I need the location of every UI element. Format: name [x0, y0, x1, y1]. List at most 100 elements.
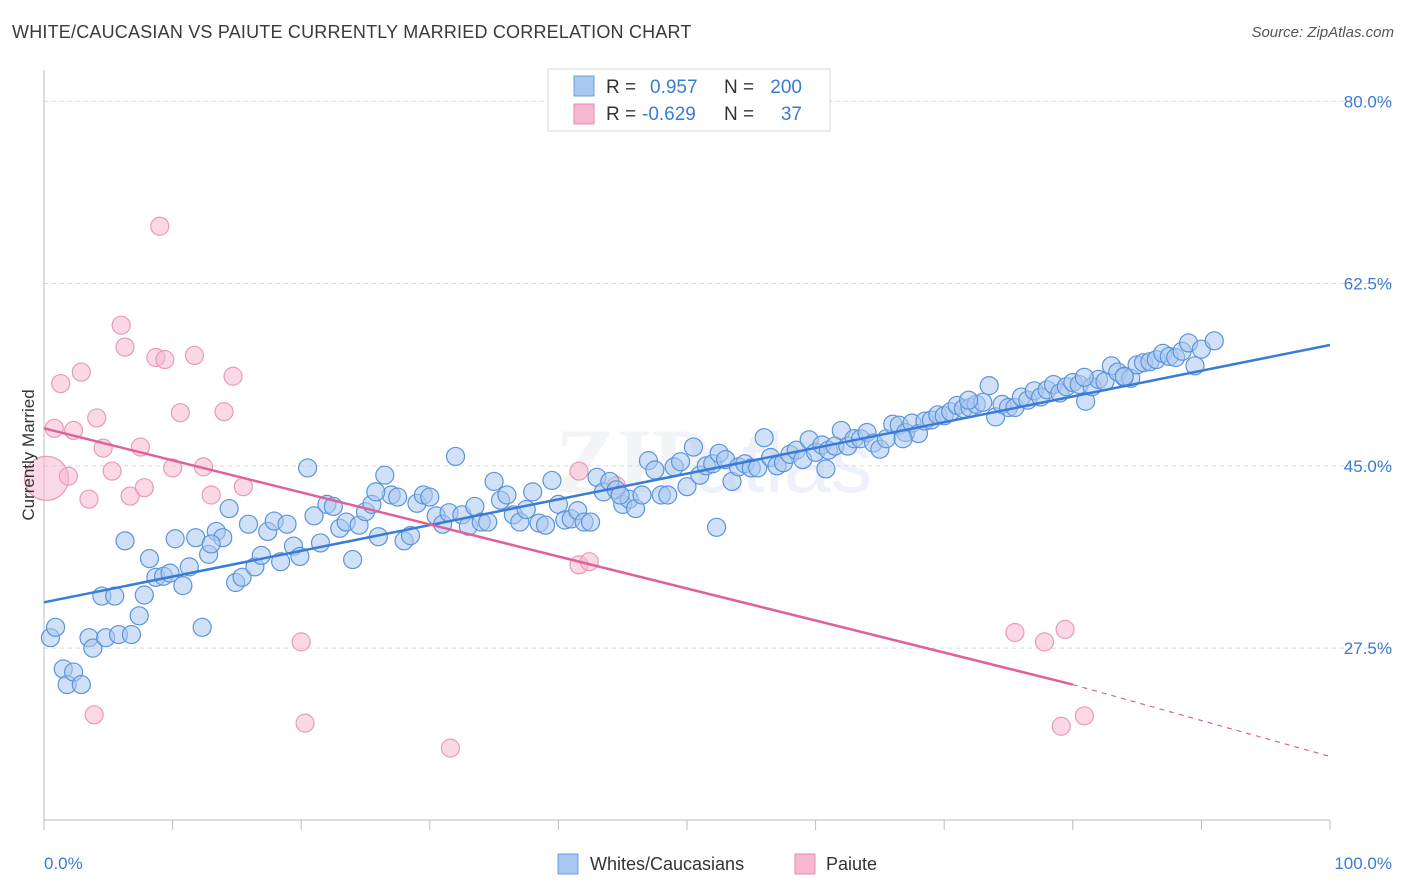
legend-r-value-whites: 0.957: [650, 77, 698, 98]
paiute-point: [51, 373, 71, 394]
legend-n-value-paiute: 37: [781, 104, 802, 125]
paiute-point: [223, 366, 243, 386]
paiute-point: [201, 485, 221, 505]
whites-point: [683, 437, 704, 457]
whites-point: [129, 606, 149, 626]
legend-swatch-whites: [573, 75, 595, 97]
whites-point: [83, 638, 103, 658]
whites-point: [298, 458, 318, 478]
whites-point: [192, 617, 212, 637]
paiute-point: [1055, 619, 1075, 639]
bottom-legend-label-paiute: Paiute: [826, 854, 877, 874]
paiute-point: [170, 403, 190, 423]
y-tick-label: 27.5%: [1344, 639, 1392, 658]
whites-point: [420, 487, 440, 507]
whites-point: [388, 487, 408, 507]
whites-point: [535, 515, 556, 535]
paiute-point: [79, 489, 99, 509]
whites-point: [645, 460, 665, 480]
bottom-legend-swatch-whites: [557, 853, 579, 875]
whites-point: [632, 485, 652, 505]
whites-point: [484, 471, 504, 492]
paiute-point: [58, 466, 79, 486]
bottom-legend-swatch-paiute: [794, 853, 816, 875]
trend-line-paiute: [43, 427, 1074, 686]
whites-point: [71, 674, 91, 695]
legend-r-value-paiute: -0.629: [642, 104, 696, 125]
y-axis-title: Currently Married: [19, 389, 38, 520]
paiute-point: [1034, 632, 1055, 652]
whites-point: [523, 482, 543, 502]
whites-point: [497, 485, 517, 505]
legend-n-label-paiute: N =: [724, 104, 754, 125]
paiute-point: [214, 402, 234, 422]
paiute-points: [23, 216, 1094, 758]
legend-swatch-paiute: [573, 103, 595, 125]
whites-point: [219, 498, 239, 519]
whites-point: [201, 534, 221, 554]
whites-point: [670, 452, 691, 472]
trend-line-paiute-extrapolated: [1072, 684, 1331, 758]
paiute-point: [184, 345, 205, 366]
trend-line-whites: [43, 343, 1331, 604]
whites-point: [366, 482, 386, 502]
whites-point: [165, 529, 185, 549]
paiute-point: [87, 408, 107, 428]
x-tick-labels: 0.0% 100.0%: [44, 854, 1392, 873]
paiute-point: [155, 349, 175, 370]
whites-point: [959, 390, 979, 410]
whites-point: [979, 376, 999, 396]
x-tick-label-min: 0.0%: [44, 854, 83, 873]
x-tick-label-max: 100.0%: [1334, 854, 1392, 873]
paiute-point: [115, 337, 135, 357]
chart-source: Source: ZipAtlas.com: [1251, 24, 1394, 41]
whites-point: [251, 545, 271, 566]
whites-point: [271, 552, 291, 572]
whites-point: [445, 446, 466, 467]
whites-point: [121, 624, 142, 645]
paiute-point: [569, 461, 589, 481]
paiute-point: [134, 478, 154, 498]
legend-n-label-whites: N =: [724, 77, 754, 98]
whites-point: [754, 428, 774, 448]
paiute-point: [1005, 622, 1025, 643]
whites-point: [173, 576, 193, 596]
whites-point: [1204, 331, 1224, 351]
chart-title: WHITE/CAUCASIAN VS PAIUTE CURRENTLY MARR…: [12, 22, 692, 42]
whites-point: [580, 512, 601, 532]
whites-point: [343, 549, 363, 570]
paiute-point: [1051, 716, 1071, 736]
y-tick-labels: 27.5% 45.0% 62.5% 80.0%: [1344, 92, 1392, 658]
paiute-point: [71, 362, 91, 382]
whites-point: [1114, 366, 1134, 386]
y-tick-label: 62.5%: [1344, 275, 1392, 294]
whites-point: [1074, 367, 1094, 387]
whites-point: [277, 514, 297, 534]
whites-point: [677, 477, 697, 497]
whites-point: [134, 585, 154, 605]
y-tick-label: 80.0%: [1344, 92, 1392, 111]
bottom-legend-label-whites: Whites/Caucasians: [590, 854, 744, 874]
whites-point: [45, 617, 66, 637]
paiute-point: [102, 461, 122, 481]
trend-lines: [43, 343, 1331, 758]
whites-point: [139, 548, 160, 569]
axes: [43, 70, 1331, 830]
whites-point: [542, 470, 562, 491]
whites-point: [115, 531, 135, 551]
y-tick-label: 45.0%: [1344, 457, 1392, 476]
paiute-point: [111, 315, 131, 335]
paiute-point: [1074, 706, 1094, 726]
whites-point: [658, 485, 678, 505]
stats-legend: R = 0.957 N = 200 R = -0.629 N = 37: [547, 68, 831, 132]
paiute-point: [291, 632, 311, 652]
legend-n-value-whites: 200: [770, 77, 802, 98]
series-legend: Whites/Caucasians Paiute: [557, 853, 877, 875]
whites-points: [40, 331, 1224, 695]
legend-r-label-whites: R =: [606, 77, 636, 98]
whites-point: [232, 567, 252, 587]
paiute-point: [150, 216, 170, 236]
legend-r-label-paiute: R =: [606, 104, 636, 125]
paiute-point: [440, 738, 460, 758]
